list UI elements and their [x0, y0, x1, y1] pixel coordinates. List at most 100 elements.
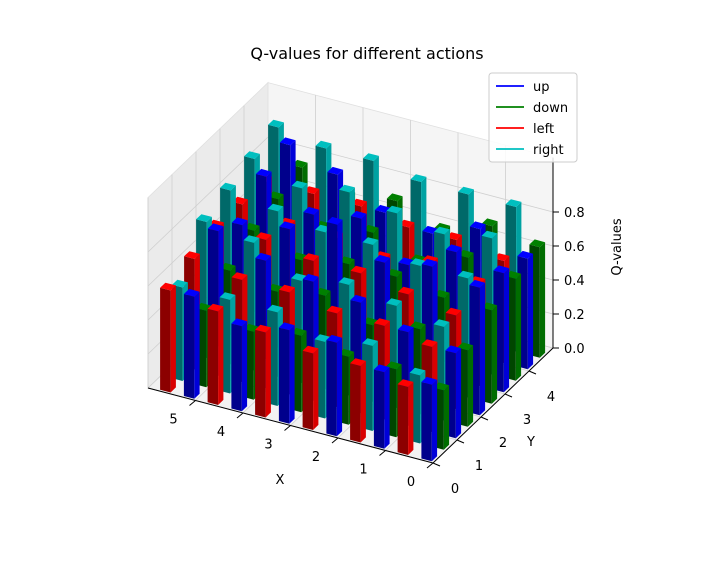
bar-top [268, 119, 284, 128]
bar-top [232, 196, 248, 205]
y-tick-label: 3 [523, 413, 531, 428]
bar-top [386, 298, 402, 306]
bar-top [207, 223, 224, 232]
bar-up [421, 376, 438, 462]
bar-top [350, 358, 366, 366]
y-axis-line [432, 347, 554, 464]
bar-left [255, 324, 271, 418]
bar-top [231, 217, 248, 226]
bar-face [431, 379, 438, 462]
bar-face [241, 321, 248, 412]
x-tick-label: 4 [217, 425, 225, 440]
x-tick-label: 2 [312, 450, 320, 465]
bar-top [373, 364, 390, 373]
bar-face [289, 325, 295, 424]
bar-top [291, 159, 308, 168]
bar-top [363, 153, 379, 161]
bar-face [455, 348, 462, 439]
x-tick [331, 437, 339, 444]
bar-top [362, 224, 379, 233]
bar-top [469, 221, 486, 230]
bar-top [398, 219, 415, 228]
bar-top [433, 382, 450, 391]
grid-line [267, 170, 554, 247]
bar-top [279, 221, 296, 230]
bar-top [409, 367, 426, 376]
bar-face [350, 363, 361, 443]
bar-top [302, 345, 319, 354]
bar-left [160, 282, 176, 393]
bar-left [350, 358, 366, 443]
x-axis-label: X [276, 473, 285, 488]
y-tick [504, 393, 513, 398]
bar-top [243, 222, 260, 231]
legend-label-down: down [533, 101, 568, 116]
axes: 0 1 2 3 4 5 0 1 2 3 4 0.0 0.2 0.4 0.6 0.8 [147, 157, 585, 497]
bar-top [183, 288, 200, 297]
bar-top [244, 151, 260, 159]
bar-top [445, 307, 462, 316]
x-tick-label: 1 [359, 463, 367, 478]
bar-face [467, 345, 474, 427]
bar-face [207, 308, 219, 405]
bar-top [385, 361, 402, 370]
bar-top [219, 262, 236, 271]
legend-label-up: up [533, 80, 550, 95]
bar-top [279, 137, 296, 146]
x-tick [284, 425, 291, 431]
bar-top [481, 302, 498, 311]
bar-top [338, 348, 355, 357]
bar-top [351, 198, 367, 207]
bar-top [350, 210, 367, 219]
bar-up [278, 322, 295, 424]
bar-top [398, 286, 414, 295]
z-tick-label: 0.8 [564, 206, 585, 221]
bar-face [278, 327, 290, 424]
bar-top [457, 249, 474, 258]
x-tick [379, 450, 386, 456]
bar-face [373, 369, 385, 449]
legend-label-right: right [533, 143, 564, 158]
bar-top [458, 186, 474, 195]
x-tick [189, 400, 196, 406]
bar-up [231, 318, 248, 412]
bar-top [267, 203, 284, 212]
legend-label-left: left [533, 122, 554, 137]
bar-top [290, 327, 307, 336]
bar-face [421, 382, 432, 462]
bar-left [207, 303, 224, 405]
y-tick [528, 370, 537, 375]
grid-line [267, 136, 554, 213]
bar-top [505, 270, 522, 279]
x-tick [426, 462, 434, 469]
bar-top [374, 318, 390, 326]
x-tick [236, 412, 244, 419]
bar-top [326, 216, 343, 225]
bar-top [219, 292, 236, 300]
x-tick-label: 5 [169, 413, 177, 428]
bar-face [408, 381, 414, 455]
bar-top [446, 232, 462, 240]
y-tick-label: 0 [451, 482, 459, 497]
bar-top [409, 321, 426, 330]
y-tick-label: 4 [547, 390, 555, 405]
bar-face [527, 253, 534, 370]
x-tick-label: 0 [407, 475, 415, 490]
bar-face [231, 323, 242, 412]
bar-top [397, 379, 414, 387]
bar-top [457, 342, 474, 351]
bar-top [303, 186, 320, 194]
bar-top [255, 324, 271, 333]
z-axis-label: Q-values [610, 218, 625, 275]
bar-top [386, 268, 403, 277]
bar-top [327, 166, 344, 175]
chart-title: Q-values for different actions [250, 44, 483, 63]
y-tick [432, 462, 441, 467]
bar-top [397, 324, 414, 333]
bar-top [410, 174, 427, 182]
bar-top [184, 251, 200, 259]
bar-top [279, 284, 295, 293]
bar-top [338, 277, 355, 285]
bar-face [539, 242, 546, 358]
